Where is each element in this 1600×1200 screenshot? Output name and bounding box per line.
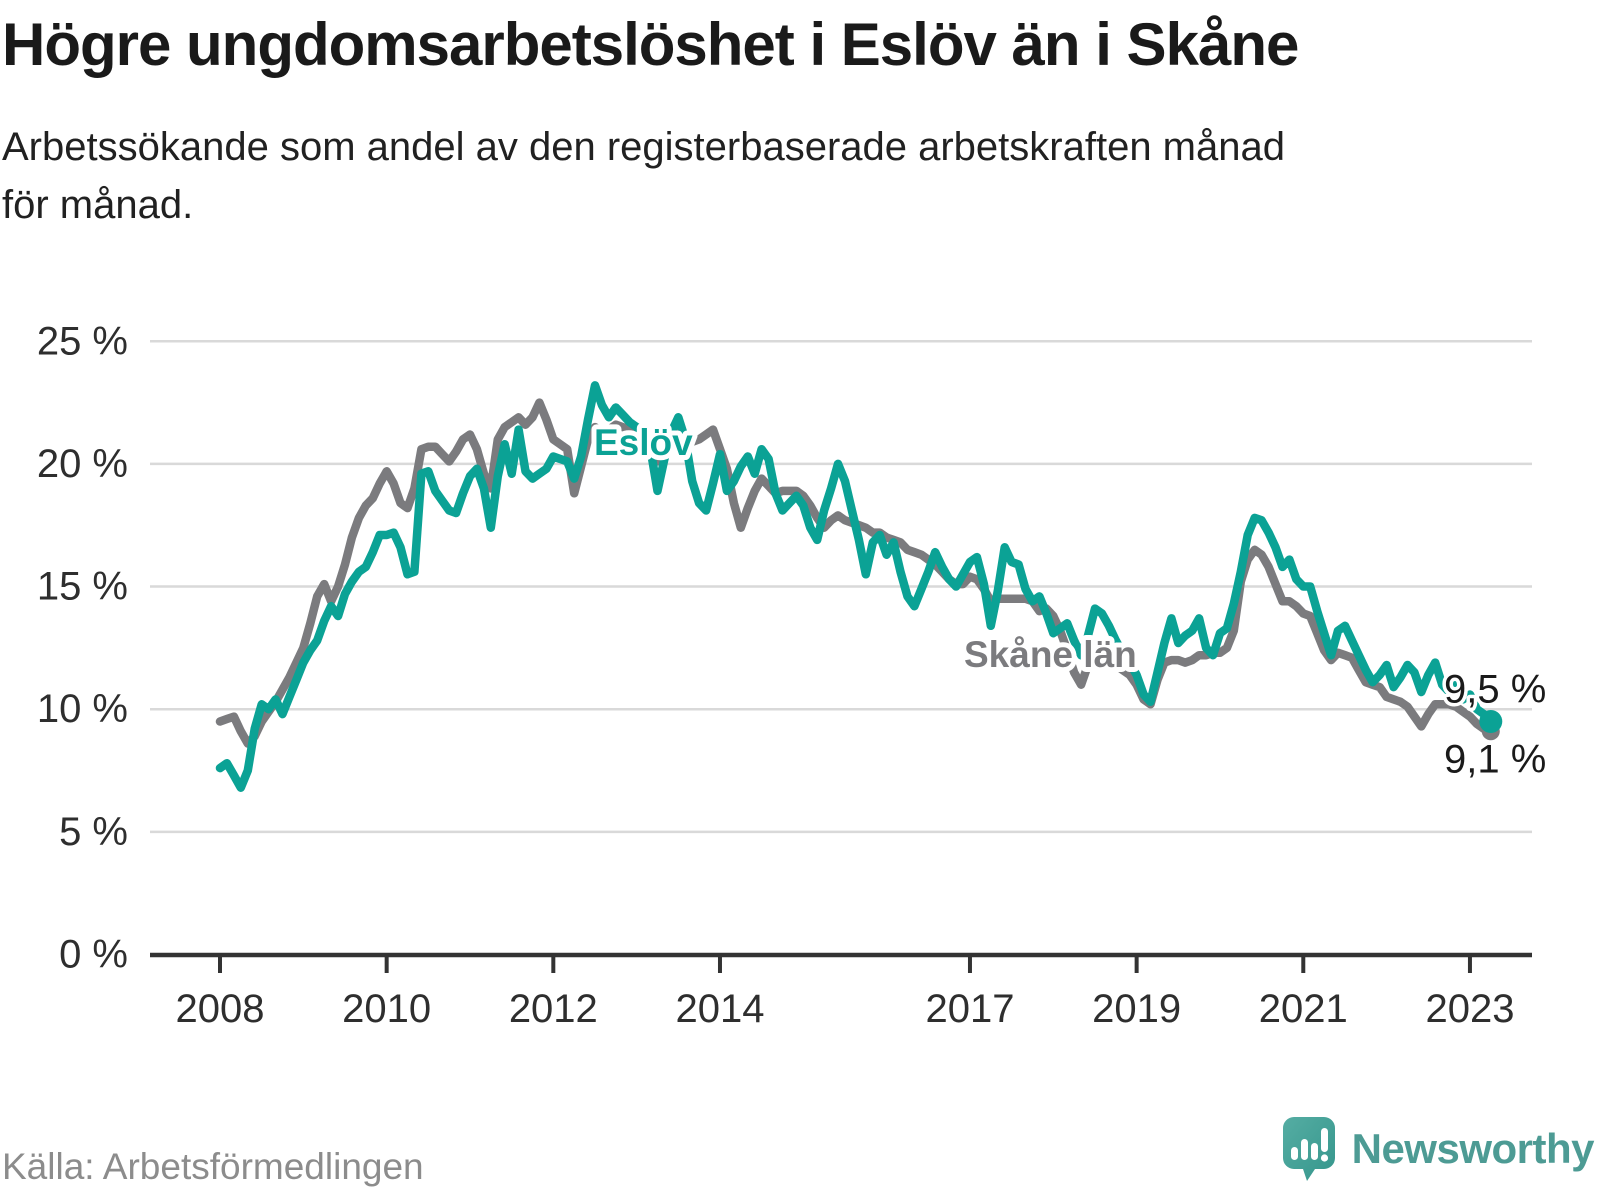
newsworthy-logo: Newsworthy [1282, 1116, 1595, 1182]
chart-labels: 0 % 5 % 10 % 15 % 20 % 25 % Eslöv Skåne län 9,5 … [37, 319, 1550, 977]
gridlines [150, 340, 1532, 834]
y-tick-label-0: 0 % [59, 933, 128, 977]
x-tick-label-2014: 2014 [675, 987, 764, 1031]
x-tick-label-2010: 2010 [342, 987, 431, 1031]
y-tick-label-10: 10 % [37, 687, 128, 731]
x-tick-label-2017: 2017 [925, 987, 1014, 1031]
skane-series-label: Skåne län [964, 634, 1137, 675]
series-lines [215, 381, 1503, 792]
x-tick-label-2023: 2023 [1425, 987, 1514, 1031]
bar-chart-glyph [1290, 1128, 1328, 1162]
chart-subtitle: Arbetssökande som andel av den registerb… [2, 118, 1562, 234]
newsworthy-bubble-icon [1282, 1117, 1335, 1181]
x-tick-label-2019: 2019 [1092, 987, 1181, 1031]
source-caption: Källa: Arbetsförmedlingen [2, 1146, 424, 1187]
subtitle-line-2: för månad. [2, 183, 194, 227]
x-tick-label-2021: 2021 [1259, 987, 1348, 1031]
y-tick-label-15: 15 % [37, 565, 128, 609]
y-tick-label-20: 20 % [37, 442, 128, 486]
y-tick-label-25: 25 % [37, 319, 128, 363]
newsworthy-wordmark: Newsworthy [1351, 1125, 1595, 1172]
eslov-end-value-label: 9,5 % [1444, 667, 1546, 711]
x-tick-label-2012: 2012 [509, 987, 598, 1031]
eslov-line [215, 381, 1496, 792]
y-tick-label-5: 5 % [59, 810, 128, 854]
eslov-series-label: Eslöv [594, 422, 693, 463]
x-axis: 2008 2010 2012 2014 2017 2019 2021 2023 [150, 952, 1532, 1031]
subtitle-line-1: Arbetssökande som andel av den registerb… [2, 125, 1285, 169]
skane-end-value-label: 9,1 % [1444, 737, 1546, 781]
x-tick-label-2008: 2008 [176, 987, 265, 1031]
eslov-end-dot [1479, 709, 1503, 733]
page-title: Högre ungdomsarbetslöshet i Eslöv än i S… [2, 11, 1299, 78]
